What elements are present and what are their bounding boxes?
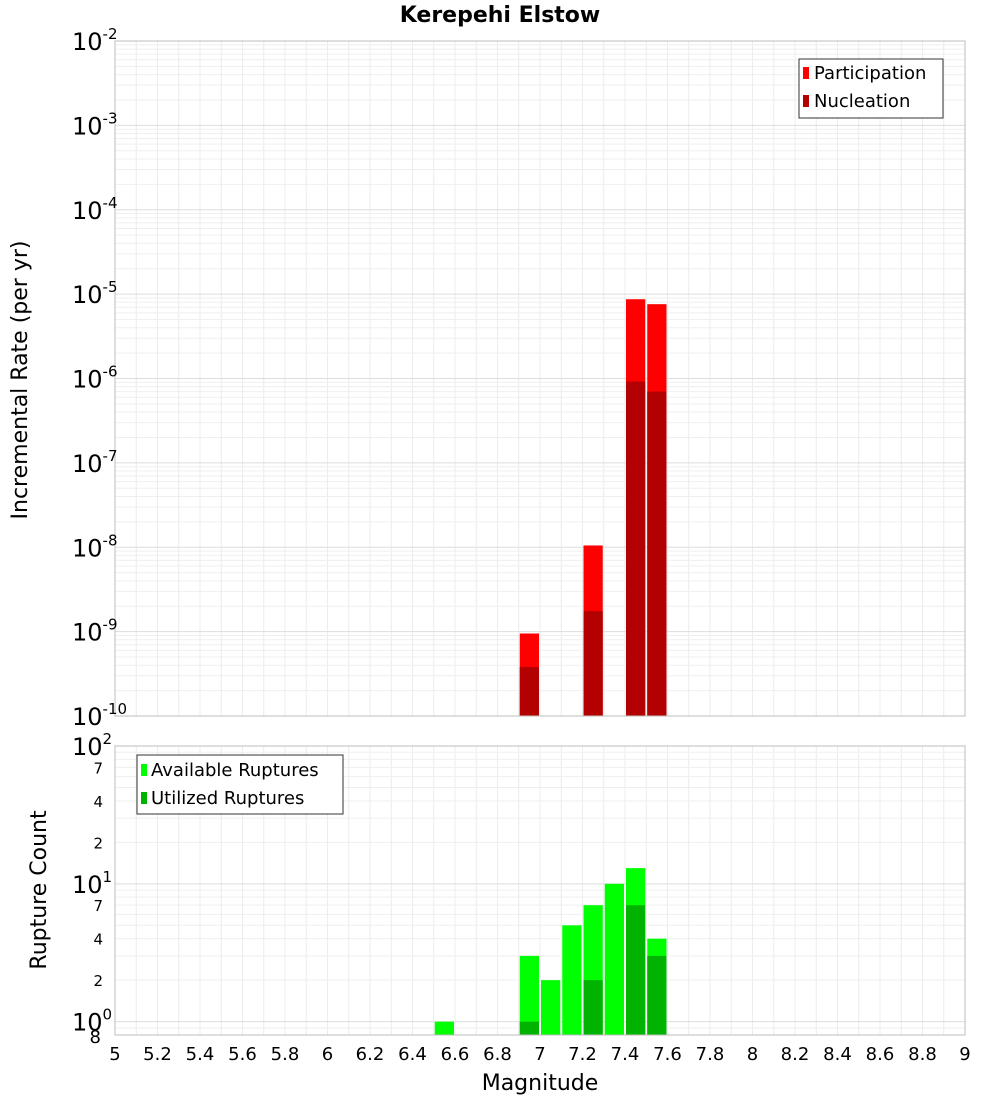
legend-box xyxy=(798,58,944,119)
x-tick-label: 7.2 xyxy=(568,1044,597,1065)
y-minor-tick-label: 2 xyxy=(93,834,103,852)
legend-swatch xyxy=(141,792,147,804)
bar-utilized-ruptures xyxy=(647,955,667,1035)
y-minor-tick-label: 7 xyxy=(93,759,103,777)
x-tick-label: 5.2 xyxy=(143,1044,172,1065)
plot-frame xyxy=(114,745,966,1036)
x-tick-label: 5.4 xyxy=(186,1044,215,1065)
y-minor-tick-label: 7 xyxy=(93,897,103,915)
y-tick-label: 10-3 xyxy=(72,109,118,140)
x-tick-label: 6 xyxy=(322,1044,333,1065)
x-axis-label: Magnitude xyxy=(482,1071,599,1096)
x-tick-label: 6.6 xyxy=(441,1044,470,1065)
bar-available-ruptures xyxy=(434,1021,454,1035)
y-tick-label: 10-5 xyxy=(72,278,118,309)
rupture-count-panel: 100 101 102 8 2 4 7 2 4 7 Available Ruptures Utiliz… xyxy=(72,730,971,1065)
legend-swatch xyxy=(141,764,147,776)
bar-nucleation xyxy=(583,611,603,716)
y-tick-label: 102 xyxy=(72,730,112,761)
legend-label: Nucleation xyxy=(814,91,910,112)
plot-frame xyxy=(114,40,966,717)
x-tick-label: 7.8 xyxy=(696,1044,725,1065)
y-minor-tick-label: 2 xyxy=(93,972,103,990)
y-tick-label: 10-9 xyxy=(72,616,118,647)
bar-nucleation xyxy=(647,391,667,716)
legend-swatch xyxy=(803,67,809,79)
x-tick-label: 9 xyxy=(959,1044,970,1065)
x-tick-label: 5 xyxy=(109,1044,120,1065)
bar-utilized-ruptures xyxy=(519,1021,539,1035)
x-tick-label: 7 xyxy=(534,1044,545,1065)
bar-utilized-ruptures xyxy=(583,980,603,1035)
bottom-y-axis-label: Rupture Count xyxy=(27,810,52,970)
x-tick-label: 6.2 xyxy=(356,1044,385,1065)
x-tick-label: 5.8 xyxy=(271,1044,300,1065)
bar-available-ruptures xyxy=(562,925,582,1035)
bar-available-ruptures xyxy=(604,883,624,1035)
y-tick-label: 101 xyxy=(72,868,112,899)
x-tick-label: 6.8 xyxy=(483,1044,512,1065)
x-tick-label: 7.6 xyxy=(653,1044,682,1065)
x-tick-label: 6.4 xyxy=(398,1044,427,1065)
x-tick-label: 8 xyxy=(747,1044,758,1065)
bar-utilized-ruptures xyxy=(626,905,646,1035)
y-minor-tick-label: 4 xyxy=(93,931,103,949)
bar-nucleation xyxy=(519,667,539,716)
x-tick-label: 8.8 xyxy=(908,1044,937,1065)
y-tick-label: 100 xyxy=(72,1006,112,1037)
y-tick-label: 10-2 xyxy=(72,25,118,56)
y-tick-label: 10-4 xyxy=(72,194,118,225)
bar-nucleation xyxy=(626,381,646,716)
x-tick-label: 5.6 xyxy=(228,1044,257,1065)
legend-bottom: Available Ruptures Utilized Ruptures xyxy=(136,754,344,815)
top-y-axis-label: Incremental Rate (per yr) xyxy=(8,241,33,520)
y-tick-label: 10-10 xyxy=(72,700,127,731)
y-tick-label: 10-6 xyxy=(72,363,118,394)
x-tick-label: 7.4 xyxy=(611,1044,640,1065)
legend-swatch xyxy=(803,95,809,107)
legend-label: Utilized Ruptures xyxy=(151,788,304,809)
legend-label: Participation xyxy=(814,63,926,84)
x-tick-label: 8.2 xyxy=(781,1044,810,1065)
y-tick-label: 10-7 xyxy=(72,447,118,478)
x-tick-label: 8.4 xyxy=(823,1044,852,1065)
bar-available-ruptures xyxy=(541,980,561,1035)
legend-top: Participation Nucleation xyxy=(798,58,944,119)
y-tick-label: 10-8 xyxy=(72,531,118,562)
rate-panel: 10-10 10-9 10-8 10-7 10-6 10-5 10-4 10-3 10-2 Par… xyxy=(72,25,966,731)
legend-label: Available Ruptures xyxy=(151,760,319,781)
y-minor-tick-label: 8 xyxy=(90,1027,101,1048)
x-tick-label: 8.6 xyxy=(866,1044,895,1065)
y-minor-tick-label: 4 xyxy=(93,793,103,811)
chart-title: Kerepehi Elstow xyxy=(400,3,601,28)
bar-available-ruptures xyxy=(519,955,539,1035)
legend-box xyxy=(136,754,344,815)
